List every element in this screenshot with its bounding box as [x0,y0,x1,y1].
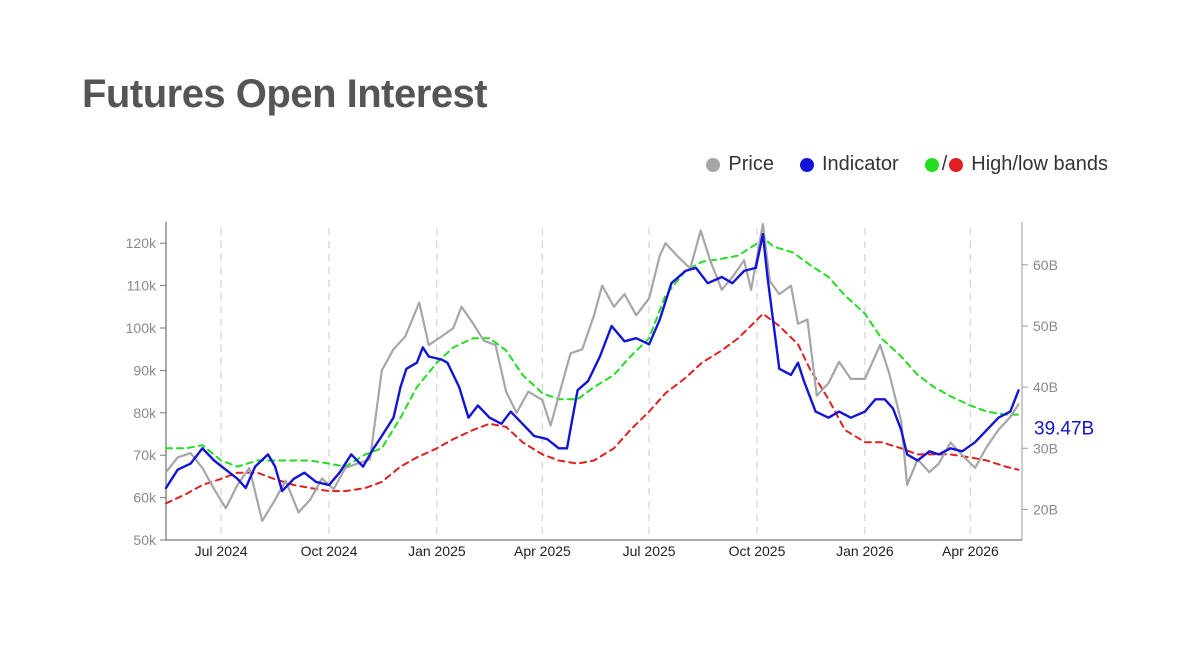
x-tick-label: Jul 2025 [623,543,676,559]
legend-label-indicator: Indicator [821,153,899,175]
legend-label-price: Price [728,153,774,175]
left-tick-label: 100k [126,320,157,336]
legend-item-price[interactable]: Price [706,153,774,176]
grid-lines [220,228,972,540]
high-band-legend-dot [924,157,939,172]
left-tick-label: 80k [133,405,157,421]
x-tick-label: Jan 2025 [408,543,466,559]
x-tick-label: Apr 2025 [514,543,571,559]
x-tick-label: Oct 2025 [729,543,786,559]
right-tick-label: 20B [1033,501,1058,517]
left-tick-label: 60k [133,490,157,506]
x-tick-label: Apr 2026 [942,543,999,559]
page-title: Futures Open Interest [82,72,488,116]
right-tick-label: 60B [1033,257,1058,273]
price-legend-dot [706,157,721,172]
series-lines [164,223,1020,522]
legend-label-bands: High/low bands [971,153,1108,175]
axes [160,222,1028,541]
axis-labels: Jul 2024 Oct 2024 Jan 2025 Apr 2025 Jul 2025… [126,235,1095,559]
right-tick-label: 30B [1033,440,1058,456]
low-band-legend-dot [949,157,964,172]
x-tick-label: Oct 2024 [301,543,358,559]
indicator-line [164,233,1020,493]
legend-item-indicator[interactable]: Indicator [799,153,899,176]
chart-legend: Price Indicator / High/low bands [680,153,1108,176]
low-band-line [165,312,1020,505]
right-tick-label: 50B [1033,318,1058,334]
left-tick-label: 50k [133,532,157,548]
indicator-legend-dot [799,157,814,172]
left-tick-label: 90k [133,362,157,378]
x-tick-label: Jul 2024 [195,543,248,559]
legend-item-bands[interactable]: / High/low bands [924,153,1108,176]
legend-slash: / [941,153,948,175]
last-value-label: 39.47B [1034,419,1094,440]
left-tick-label: 110k [127,278,157,294]
right-tick-label: 40B [1033,379,1058,395]
x-tick-label: Jan 2026 [836,543,894,559]
left-tick-label: 70k [133,447,157,463]
high-band-line [165,236,1020,468]
left-tick-label: 120k [126,235,157,251]
